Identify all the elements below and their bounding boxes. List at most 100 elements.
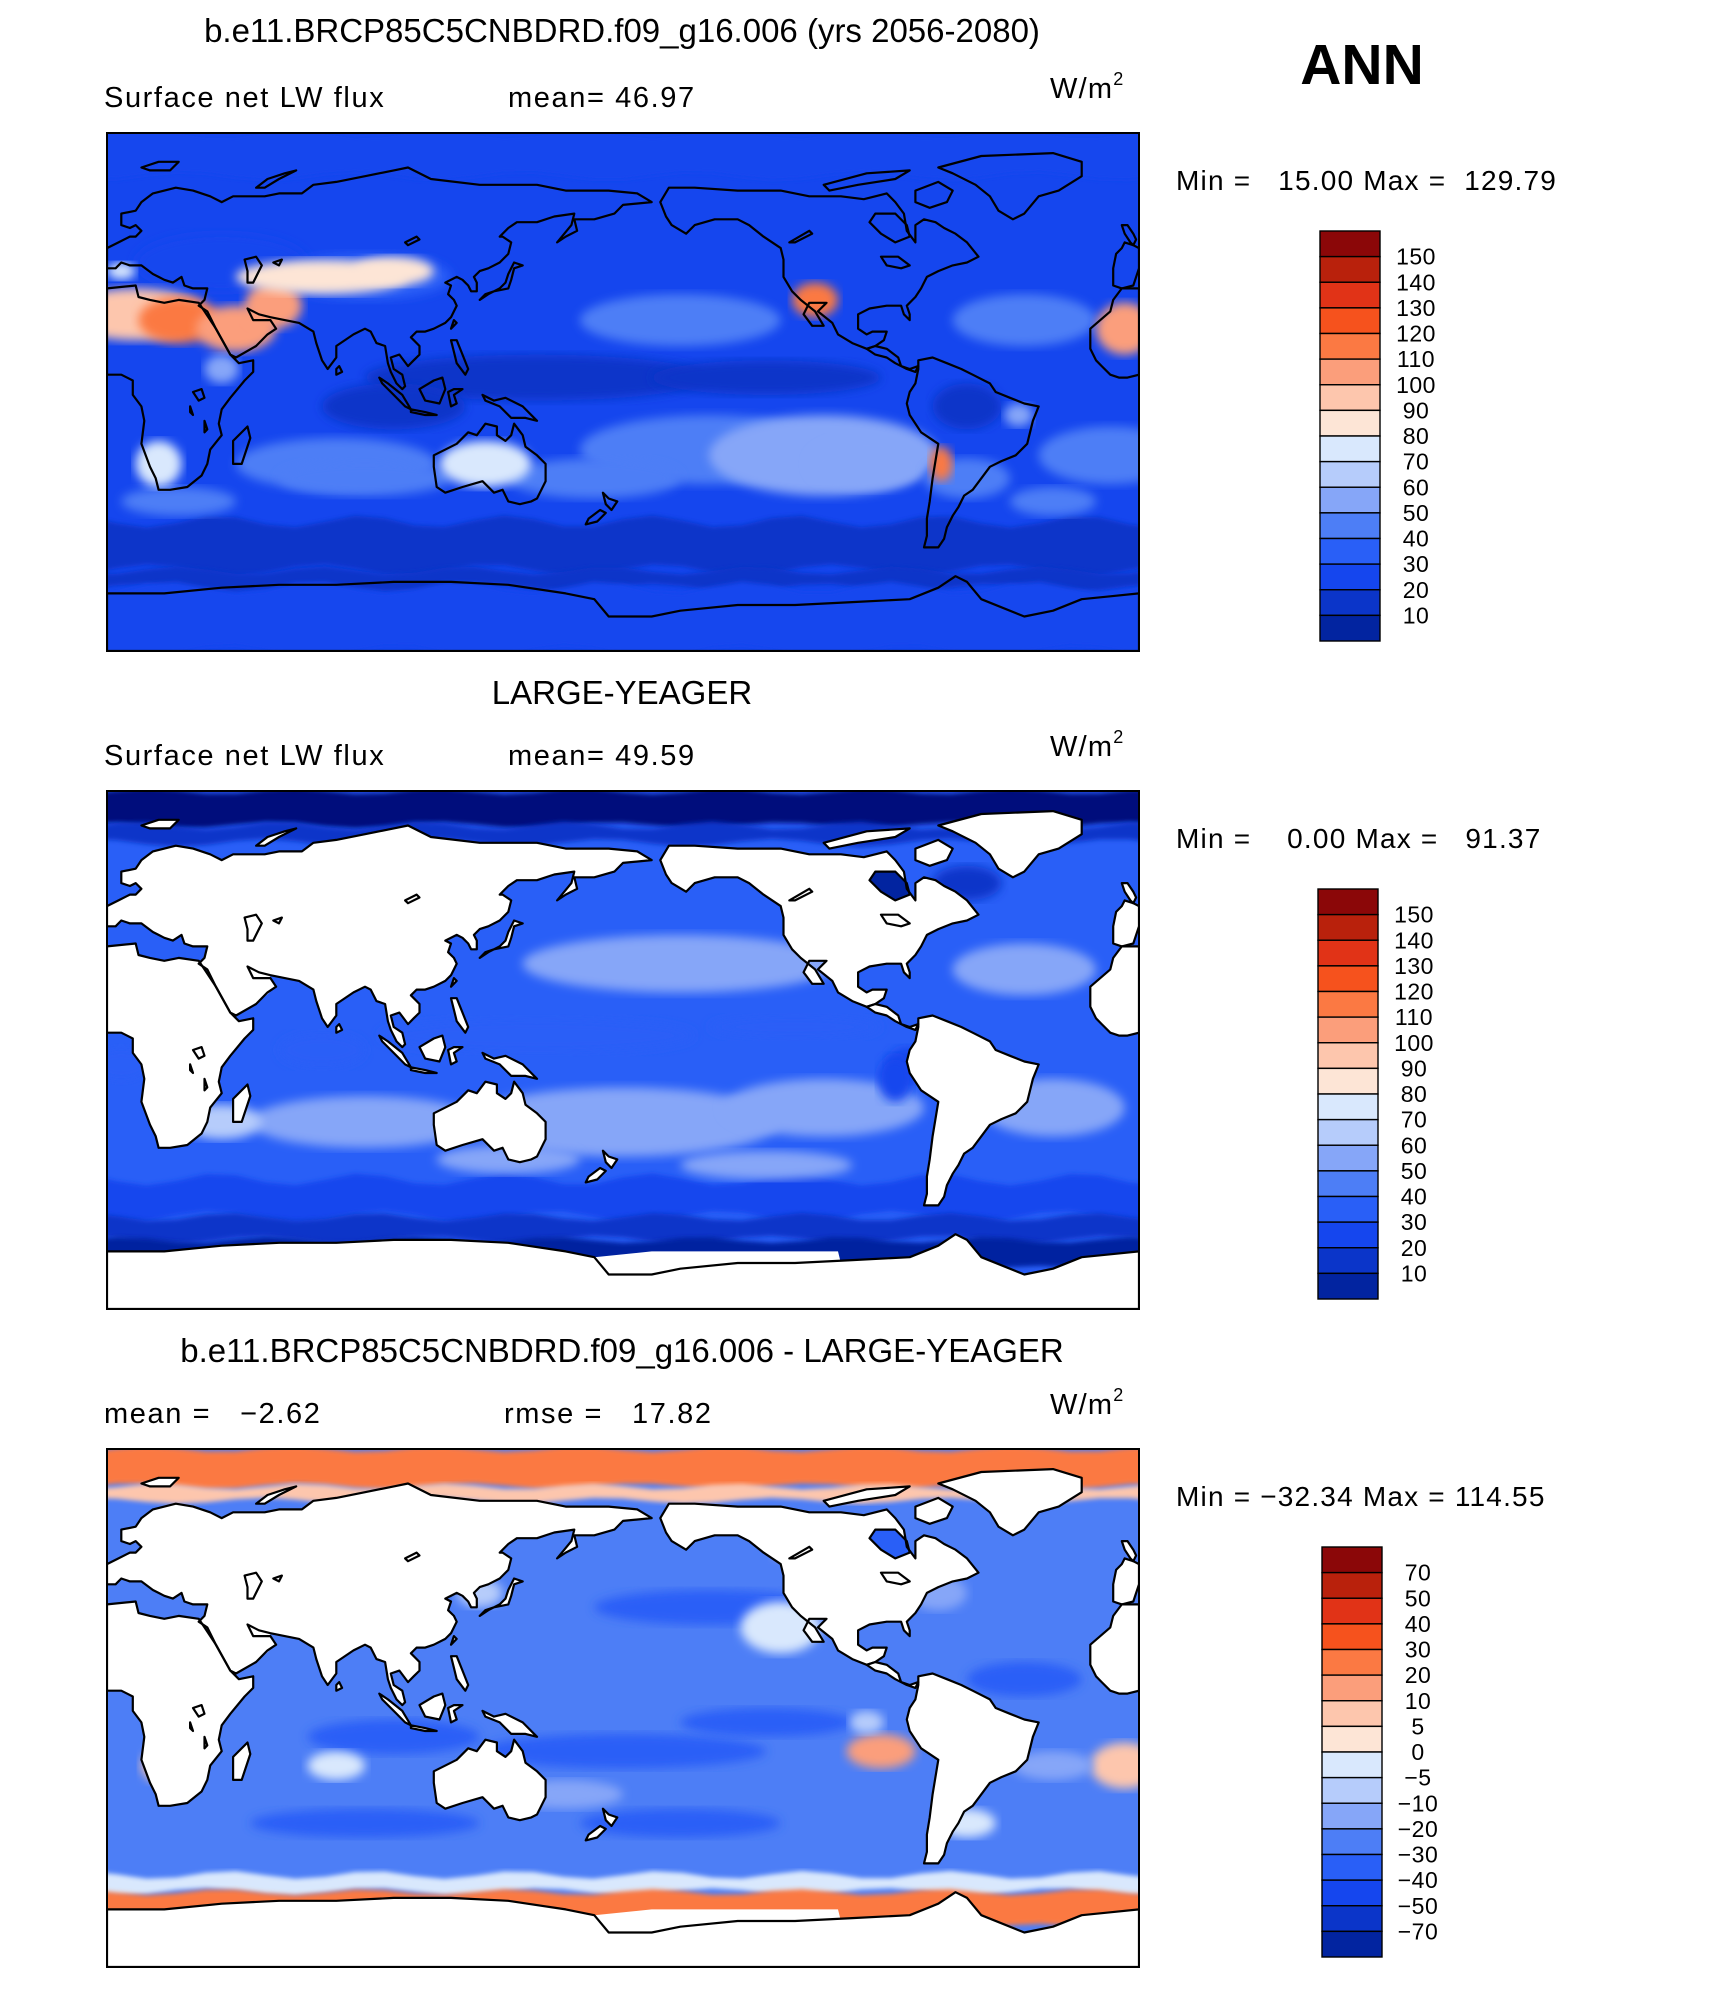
coastline-svalbard — [140, 818, 180, 830]
colorbar-label: −5 — [1404, 1765, 1431, 1791]
coastline-taiwan — [449, 319, 458, 330]
map-area — [107, 791, 1139, 1309]
panel-title: b.e11.BRCP85C5CNBDRD.f09_g16.006 (yrs 20… — [204, 12, 1040, 49]
colorbar-box — [1317, 1272, 1379, 1300]
lake-outline — [191, 388, 206, 402]
panel-title: b.e11.BRCP85C5CNBDRD.f09_g16.006 - LARGE… — [180, 1332, 1063, 1369]
lake-outline — [404, 235, 421, 247]
colorbar-label: 110 — [1395, 1004, 1433, 1030]
colorbar-label: 100 — [1396, 372, 1436, 398]
field-contours — [107, 133, 1139, 651]
contour-region — [1010, 487, 1096, 516]
coastline-nz-north — [601, 1149, 619, 1170]
colorbar-label: 30 — [1405, 1637, 1432, 1663]
colorbar-box — [1319, 281, 1381, 309]
coastline-borneo — [418, 1034, 447, 1063]
contour-region — [967, 1661, 1082, 1697]
land-europe-west — [1113, 1558, 1139, 1605]
lake-outline — [191, 1704, 206, 1718]
coastline-baffin — [914, 180, 954, 209]
lake-outline — [879, 255, 911, 270]
coastline-java — [409, 408, 438, 417]
colorbar-box — [1321, 1853, 1383, 1881]
lake-outline — [203, 419, 209, 434]
variable-label: Surface net LW flux — [104, 82, 385, 114]
contour-region — [932, 383, 1002, 430]
contour-region — [204, 354, 239, 384]
contour-band — [107, 581, 1139, 651]
colorbar-label: 50 — [1401, 1158, 1428, 1184]
coastline-eurasia — [107, 1482, 653, 1707]
contour-region — [680, 1150, 853, 1180]
land-madagascar — [233, 1742, 251, 1780]
colorbar-label: −30 — [1398, 1842, 1439, 1868]
map-frame — [106, 132, 1140, 652]
contour-band — [107, 1870, 1139, 1897]
contour-region — [952, 294, 1096, 346]
coastline-sri-lanka — [335, 1681, 344, 1692]
contour-band — [107, 515, 1139, 577]
contour-region — [723, 1078, 924, 1137]
colorbar-box — [1317, 888, 1379, 916]
colorbar-box — [1319, 332, 1381, 360]
contour-region — [878, 1055, 913, 1102]
colorbar-label: 140 — [1396, 269, 1436, 295]
coastline-south-america — [905, 1672, 1040, 1865]
colorbar-label: 20 — [1405, 1662, 1432, 1688]
coastline-north-america — [659, 1502, 980, 1666]
land-africa-west — [1090, 946, 1139, 1036]
coastline-philippines — [449, 997, 470, 1034]
lake-outline — [203, 1735, 209, 1750]
colorbar-box — [1321, 1623, 1383, 1651]
lake-outline — [788, 1545, 814, 1560]
colorbar-box — [1319, 537, 1381, 565]
colorbar-label: 70 — [1405, 1560, 1432, 1586]
land-antarctica — [107, 1892, 1139, 1967]
contour-region — [849, 1710, 884, 1734]
coastline-new-guinea — [481, 393, 539, 422]
land-south-america — [906, 1673, 1039, 1864]
lake-outline — [404, 893, 421, 905]
coastline-madagascar — [232, 1741, 252, 1781]
colorbar-box — [1321, 1546, 1383, 1574]
colorbar-label: −50 — [1398, 1893, 1439, 1919]
land-nz-south — [585, 1826, 606, 1841]
colorbar-label: 50 — [1405, 1585, 1432, 1611]
colorbar-box — [1319, 230, 1381, 258]
coastlines — [107, 810, 1139, 1309]
panel-difference: b.e11.BRCP85C5CNBDRD.f09_g16.006 - LARGE… — [104, 1332, 1544, 1968]
coastline-australia — [432, 1738, 547, 1822]
colorbar-label: 150 — [1394, 902, 1434, 928]
colorbar-box — [1319, 358, 1381, 386]
coastline-svalbard — [140, 160, 180, 172]
land-britain — [1121, 883, 1137, 904]
panel-title: LARGE-YEAGER — [492, 674, 752, 711]
colorbar-box — [1319, 409, 1381, 437]
colorbar-box — [1321, 1597, 1383, 1625]
coastline-antarctica — [107, 575, 1139, 651]
contour-region — [809, 438, 924, 490]
mean-label: mean = −2.62 — [104, 1398, 321, 1430]
land-africa — [107, 1601, 254, 1806]
lake-outline — [189, 405, 195, 417]
land-sumatra — [379, 1035, 411, 1068]
units-label: W/m2 — [1050, 1385, 1124, 1421]
min-max-label: Min = 0.00 Max = 91.37 — [1176, 823, 1541, 854]
colorbar-box — [1319, 307, 1381, 335]
coastline-nz-south — [584, 1824, 607, 1842]
land-nz-south — [585, 1168, 606, 1183]
contour-region — [522, 934, 838, 993]
coastline-south-america — [905, 1014, 1040, 1207]
coastline-nz-north — [601, 491, 619, 512]
colorbar-label: 150 — [1396, 244, 1436, 270]
coastline-philippines — [449, 1655, 470, 1692]
land-central-america — [866, 1662, 919, 1688]
coastline-africa-west — [1089, 945, 1139, 1037]
contour-region — [121, 487, 236, 516]
colorbar-label: 20 — [1401, 1235, 1428, 1261]
coastline-canada-isles — [822, 169, 911, 192]
lake-outline — [879, 913, 911, 928]
colorbar-label: 80 — [1401, 1081, 1428, 1107]
coastline-north-america — [659, 186, 980, 350]
